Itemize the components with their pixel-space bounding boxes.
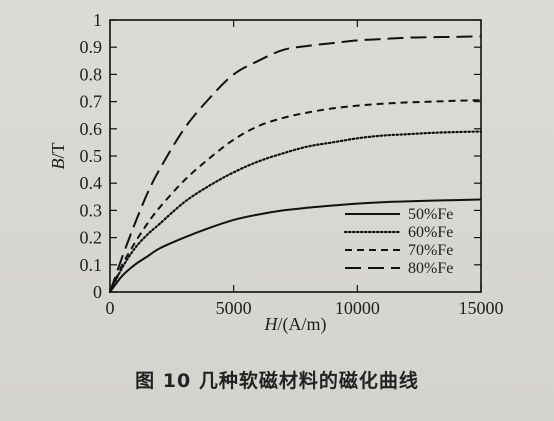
series-line-80pctfe [109, 35, 482, 293]
y-axis-tick-label: 0.3 [80, 200, 103, 220]
y-axis-tick-label: 0.2 [80, 228, 103, 248]
y-axis-tick-label: 0.1 [80, 255, 103, 275]
y-axis-tick-label: 0.9 [80, 37, 103, 57]
series-line-50pctfe [109, 198, 482, 293]
y-axis-tick-label: 0.4 [80, 173, 103, 193]
y-axis-label: B/T [48, 142, 68, 169]
legend-label: 80%Fe [408, 260, 453, 277]
y-axis-tick-label: 1 [93, 10, 102, 30]
x-axis-tick-label: 5000 [216, 298, 252, 318]
x-axis-tick-label: 15000 [459, 298, 504, 318]
legend-label: 70%Fe [408, 242, 453, 259]
x-axis-tick-label: 0 [106, 298, 115, 318]
legend-label: 60%Fe [408, 224, 453, 241]
figure-caption: 图 10 几种软磁材料的磁化曲线 [135, 370, 419, 392]
y-axis-tick-label: 0 [93, 282, 102, 302]
series-line-70pctfe [109, 99, 482, 293]
x-axis-tick-label: 10000 [335, 298, 380, 318]
y-axis-tick-label: 0.6 [80, 119, 103, 139]
legend-label: 50%Fe [408, 206, 453, 223]
y-axis-tick-label: 0.8 [80, 64, 103, 84]
x-axis-label: H/(A/m) [264, 314, 327, 335]
y-axis-tick-label: 0.5 [80, 146, 103, 166]
y-axis-tick-label: 0.7 [80, 92, 103, 112]
series-line-60pctfe [108, 130, 483, 294]
